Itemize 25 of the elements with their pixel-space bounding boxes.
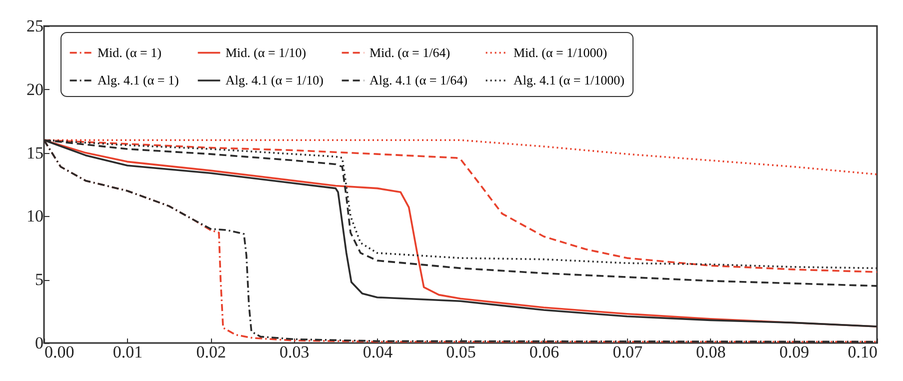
x-tick-label: 0.03	[280, 342, 310, 362]
x-tick-label: 0.07	[612, 342, 643, 362]
legend-label: Mid. (α = 1/64)	[370, 44, 450, 60]
legend-label: Mid. (α = 1/10)	[226, 44, 306, 60]
x-tick-label: 0.01	[112, 342, 143, 362]
x-tick-label: 0.08	[696, 342, 726, 362]
y-tick-label: 10	[26, 206, 44, 226]
y-tick-label: 20	[26, 80, 44, 99]
legend-label: Alg. 4.1 (α = 1/1000)	[514, 72, 624, 88]
x-tick-label: 0.04	[362, 342, 394, 362]
y-tick-label: 25	[26, 16, 44, 36]
x-tick-label: 0.05	[446, 342, 476, 362]
y-tick-label: 15	[26, 143, 44, 162]
x-tick-label: 0.00	[44, 342, 74, 362]
x-tick-label: 0.06	[529, 342, 560, 362]
legend-label: Mid. (α = 1)	[98, 44, 162, 60]
legend-label: Alg. 4.1 (α = 1)	[98, 72, 179, 88]
legend-label: Alg. 4.1 (α = 1/10)	[226, 72, 324, 88]
x-tick-label: 0.10	[848, 342, 878, 362]
y-tick-label: 0	[35, 334, 44, 352]
x-tick-label: 0.09	[779, 342, 810, 362]
legend-label: Alg. 4.1 (α = 1/64)	[370, 72, 468, 88]
legend-label: Mid. (α = 1/1000)	[514, 44, 608, 60]
x-tick-label: 0.02	[196, 342, 226, 362]
y-tick-label: 5	[35, 270, 44, 290]
